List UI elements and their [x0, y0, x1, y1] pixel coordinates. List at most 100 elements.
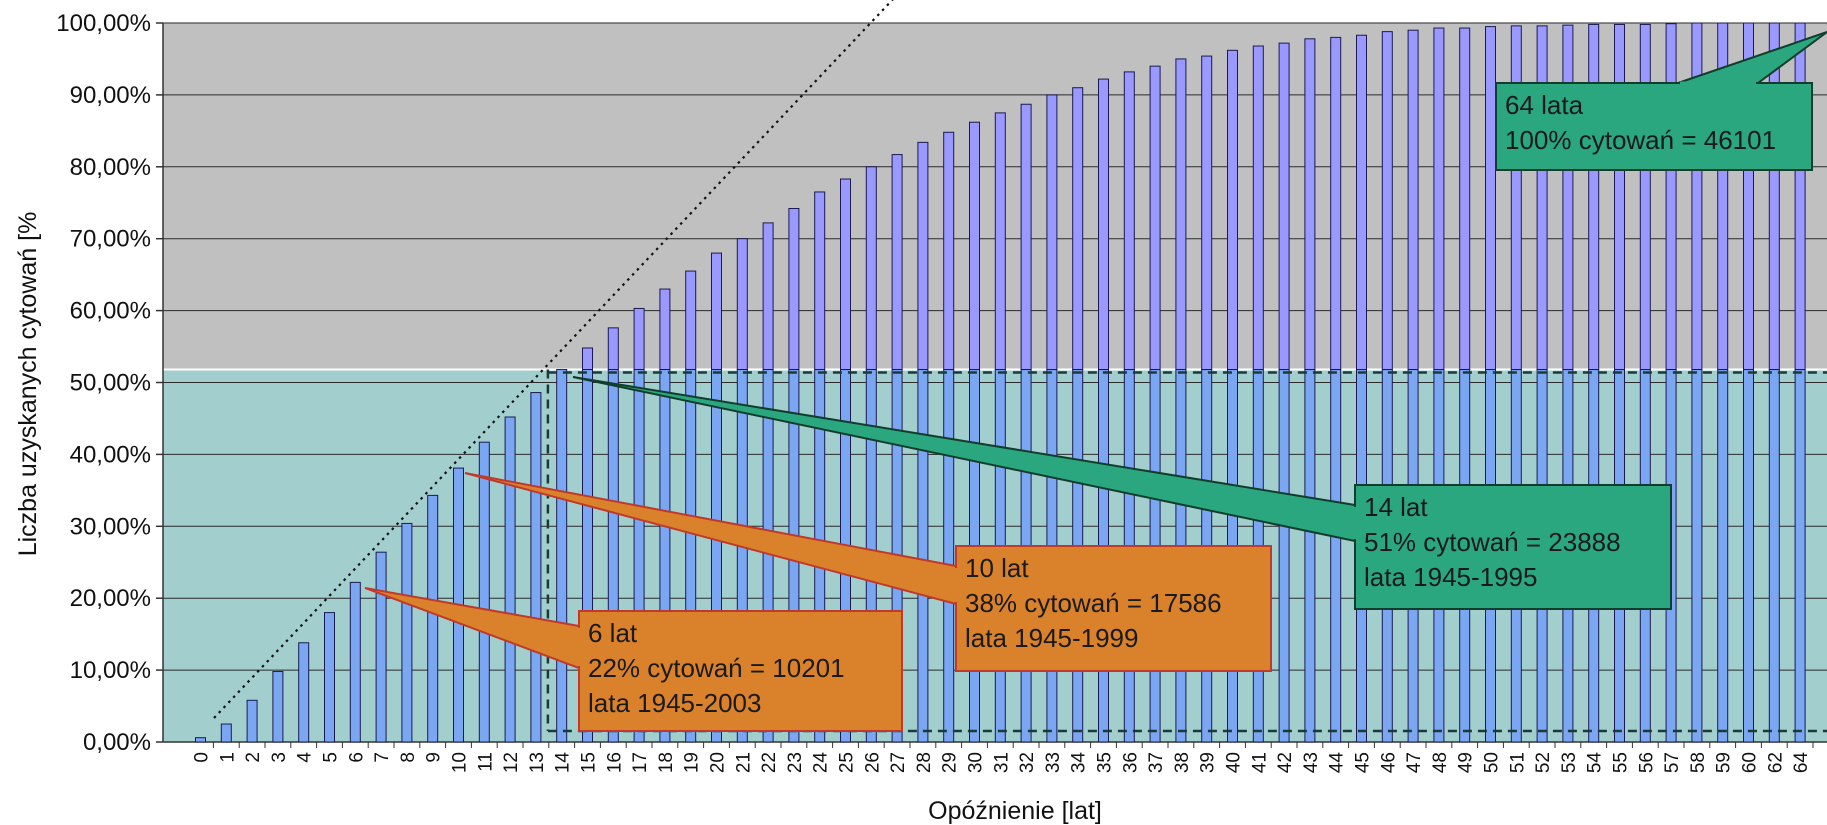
- callout-64: 64 lata 100% cytowań = 46101: [1495, 31, 1827, 171]
- y-tick-label: 50,00%: [70, 370, 151, 397]
- x-tick-label: 26: [862, 752, 883, 773]
- callout-box: [1354, 484, 1672, 610]
- bar-cat-14: [556, 369, 568, 743]
- bar-cat-12: [504, 416, 516, 743]
- callout-box: [578, 610, 903, 732]
- bar-cat-52: [1536, 25, 1548, 371]
- bar-cat-17: [633, 307, 645, 371]
- trend-line: [213, 0, 894, 719]
- x-tick-label: 27: [888, 752, 909, 773]
- y-tick-label: 100,00%: [56, 10, 151, 37]
- x-tick-label: 32: [1017, 752, 1038, 773]
- x-axis-title: Opóźnienie [lat]: [928, 797, 1102, 825]
- bar-cat-45: [1356, 34, 1367, 371]
- x-tick-label: 47: [1404, 752, 1425, 773]
- x-tick-label: 6: [346, 752, 367, 763]
- x-tick-label: 3: [269, 752, 290, 763]
- bar-cat-19: [685, 270, 697, 371]
- x-tick-label: 24: [811, 752, 832, 774]
- bar-cat-8: [401, 522, 413, 743]
- x-tick-label: 18: [656, 752, 677, 773]
- bar-cat-30: [969, 121, 980, 371]
- y-tick-label: 80,00%: [70, 154, 151, 181]
- bar-cat-5: [324, 612, 335, 743]
- x-tick-label: 56: [1636, 752, 1657, 773]
- callout-line: lata 1945-1999: [965, 623, 1138, 653]
- bar-cat-32: [1020, 103, 1032, 371]
- x-tick-label: 25: [837, 752, 858, 773]
- bar-cat-41: [1252, 45, 1264, 371]
- x-tick-label: 7: [372, 752, 393, 763]
- bar-cat-43: [1304, 38, 1316, 371]
- x-tick-label: 48: [1430, 752, 1451, 773]
- bar-cat-57: [1665, 23, 1677, 371]
- x-tick-label: 45: [1353, 752, 1374, 773]
- bar-cat-62: [1768, 22, 1780, 371]
- bar-cat-55: [1614, 23, 1625, 371]
- callout-line: lata 1945-1995: [1364, 562, 1537, 592]
- bar-cat-37: [1149, 65, 1161, 371]
- bar-lower-part: [1304, 369, 1316, 743]
- bar-cat-46: [1381, 31, 1393, 371]
- bar-lower-part: [1330, 369, 1342, 743]
- callout-14: 14 lat 51% cytowań = 23888 lata 1945-1995: [572, 376, 1672, 610]
- bar-lower-part: [736, 369, 748, 743]
- x-tick-label: 19: [682, 752, 703, 773]
- bar-lower-part: [1278, 369, 1290, 743]
- callout-line: 22% cytowań = 10201: [588, 653, 845, 683]
- bar-lower-part: [711, 369, 722, 743]
- x-tick-label: 4: [295, 752, 316, 763]
- bar-cat-24: [814, 191, 826, 371]
- callout-line: 14 lat: [1364, 492, 1428, 522]
- bar-cat-39: [1201, 55, 1213, 371]
- x-tick-label: 49: [1456, 752, 1477, 773]
- bar-cat-38: [1175, 58, 1187, 371]
- x-tick-label: 57: [1662, 752, 1683, 773]
- x-tick-label: 28: [914, 752, 935, 773]
- bar-cat-28: [917, 141, 929, 371]
- x-tick-label: 8: [398, 752, 419, 763]
- bar-cat-11: [478, 441, 490, 743]
- x-tick-label: 22: [759, 752, 780, 773]
- x-tick-label: 38: [1172, 752, 1193, 773]
- bar-cat-31: [994, 112, 1006, 371]
- x-tick-label: 17: [630, 752, 651, 773]
- x-tick-label: 16: [604, 752, 625, 773]
- bar-lower-part: [943, 369, 955, 743]
- bar-cat-56: [1639, 23, 1651, 371]
- y-tick-label: 0,00%: [83, 729, 151, 756]
- x-tick-label: 9: [424, 752, 445, 763]
- x-tick-label: 46: [1378, 752, 1399, 773]
- callout-10: 10 lat 38% cytowań = 17586 lata 1945-1999: [464, 472, 1272, 672]
- x-tick-label: 44: [1327, 752, 1348, 774]
- bar-lower-part: [1743, 369, 1754, 743]
- bar-cat-33: [1046, 94, 1058, 371]
- x-tick-label: 40: [1224, 752, 1245, 773]
- x-tick-label: 0: [192, 752, 213, 763]
- callout-line: 38% cytowań = 17586: [965, 588, 1222, 618]
- bar-lower-part: [1691, 369, 1703, 743]
- x-tick-label: 14: [553, 752, 574, 774]
- x-tick-label: 51: [1507, 752, 1528, 773]
- bar-cat-15: [582, 347, 593, 371]
- y-tick-label: 40,00%: [70, 441, 151, 468]
- x-tick-label: 58: [1688, 752, 1709, 773]
- callout-line: 51% cytowań = 23888: [1364, 527, 1621, 557]
- callout-line: lata 1945-2003: [588, 688, 761, 718]
- y-tick-label: 90,00%: [70, 82, 151, 109]
- y-tick-label: 20,00%: [70, 585, 151, 612]
- x-tick-label: 35: [1095, 752, 1116, 773]
- x-tick-label: 29: [940, 752, 961, 773]
- y-axis-ticks: 0,00% 10,00% 20,00% 30,00% 40,00% 50,00% 60,00…: [56, 10, 163, 756]
- x-tick-label: 59: [1714, 752, 1735, 773]
- callout-line: 64 lata: [1505, 90, 1584, 120]
- bar-cat-7: [375, 551, 387, 743]
- x-tick-label: 53: [1559, 752, 1580, 773]
- bar-cat-35: [1098, 78, 1109, 371]
- bar-cat-6: [349, 581, 361, 743]
- bar-cat-53: [1562, 24, 1574, 371]
- bar-lower-part: [1794, 369, 1806, 743]
- x-tick-label: 2: [243, 752, 264, 763]
- bar-cat-40: [1227, 49, 1238, 371]
- x-tick-label: 64: [1791, 752, 1812, 774]
